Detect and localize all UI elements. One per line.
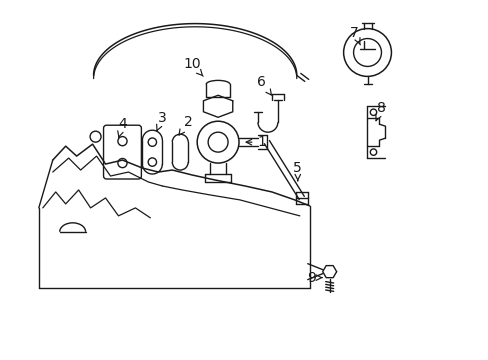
Text: 6: 6 <box>257 75 271 95</box>
Text: 9: 9 <box>306 271 321 285</box>
Text: 2: 2 <box>179 115 192 135</box>
Text: 5: 5 <box>293 161 302 181</box>
Text: 7: 7 <box>349 26 360 45</box>
Text: 4: 4 <box>118 117 126 137</box>
Text: 1: 1 <box>245 135 266 149</box>
Text: 8: 8 <box>375 101 385 121</box>
Text: 3: 3 <box>156 111 166 131</box>
Text: 10: 10 <box>183 58 203 76</box>
